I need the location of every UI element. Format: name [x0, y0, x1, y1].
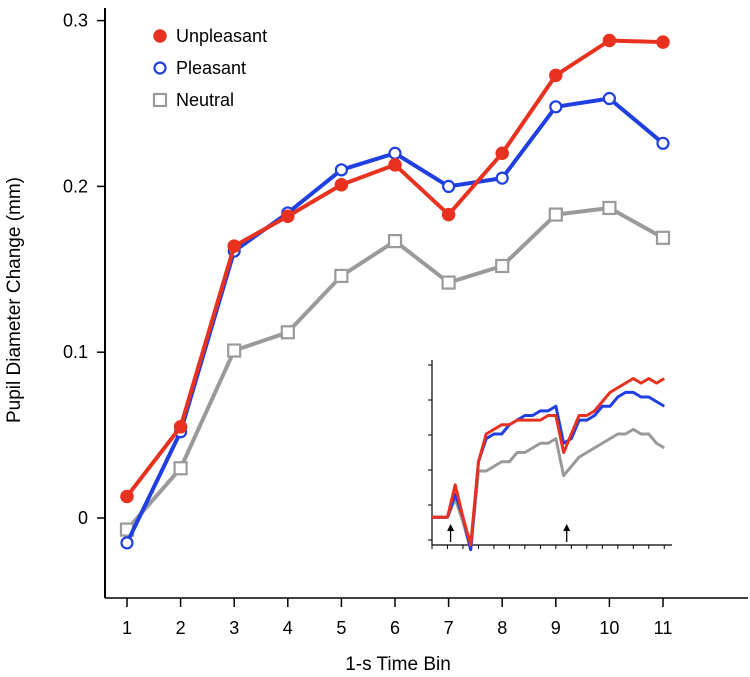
- point-unpleasant: [656, 35, 670, 49]
- point-pleasant: [602, 91, 617, 106]
- legend-label-unpleasant: Unpleasant: [176, 26, 267, 46]
- point-neutral: [548, 207, 563, 222]
- x-tick-label: 10: [599, 618, 619, 638]
- point-unpleasant: [602, 33, 617, 48]
- x-tick-label: 11: [654, 618, 673, 638]
- point-neutral: [602, 200, 617, 216]
- point-neutral: [334, 268, 349, 284]
- x-tick-label: 3: [229, 618, 239, 638]
- inset-arrow-head: [447, 524, 455, 531]
- inset-line-pleasant: [432, 390, 666, 552]
- point-neutral: [495, 258, 510, 274]
- legend-item-pleasant: Pleasant: [153, 58, 246, 78]
- x-tick-label: 5: [336, 618, 346, 638]
- x-tick-label: 1: [122, 618, 132, 638]
- y-tick-label: 0.2: [63, 176, 88, 196]
- point-neutral: [227, 343, 242, 358]
- legend: Unpleasant Pleasant Neutral: [152, 26, 267, 110]
- x-tick-label: 6: [390, 618, 400, 638]
- point-unpleasant: [441, 207, 456, 222]
- legend-marker-pleasant: [153, 61, 167, 75]
- x-tick-label: 4: [283, 618, 293, 638]
- point-neutral: [173, 461, 188, 476]
- point-unpleasant: [281, 209, 295, 223]
- inset-line-unpleasant: [432, 377, 666, 547]
- legend-label-pleasant: Pleasant: [176, 58, 246, 78]
- point-unpleasant: [227, 239, 241, 253]
- point-unpleasant: [388, 158, 402, 172]
- point-pleasant: [388, 146, 402, 160]
- y-tick-label: 0.1: [63, 342, 88, 362]
- point-neutral: [655, 230, 671, 245]
- point-unpleasant: [495, 146, 509, 160]
- main-series: [119, 33, 671, 550]
- point-pleasant: [334, 163, 348, 177]
- x-tick-label: 9: [551, 618, 561, 638]
- x-axis-title: 1-s Time Bin: [345, 654, 451, 675]
- legend-label-neutral: Neutral: [176, 90, 234, 110]
- legend-marker-neutral: [152, 92, 168, 108]
- inset-chart: [428, 360, 672, 552]
- inset-arrow-head: [563, 524, 571, 531]
- point-unpleasant: [334, 177, 349, 192]
- x-tick-label: 8: [497, 618, 507, 638]
- point-unpleasant: [549, 68, 563, 83]
- y-axis-title: Pupil Diameter Change (mm): [4, 177, 25, 423]
- x-tick-label: 7: [444, 618, 454, 638]
- point-pleasant: [549, 100, 563, 114]
- legend-item-neutral: Neutral: [152, 90, 234, 110]
- series-neutral: [119, 200, 671, 537]
- y-tick-label: 0.3: [63, 11, 88, 31]
- point-neutral: [441, 275, 456, 290]
- main-axes: 0 0.1 0.2 0.3 1 2 3 4 5 6 7 8 9 10 11 1-s Time Bin Pupil…: [4, 8, 748, 675]
- legend-item-unpleasant: Unpleasant: [153, 26, 267, 46]
- point-pleasant: [495, 171, 509, 185]
- point-neutral: [387, 234, 403, 249]
- series-unpleasant: [120, 33, 670, 504]
- point-pleasant: [120, 536, 134, 550]
- point-pleasant: [656, 136, 670, 150]
- x-tick-label: 2: [176, 618, 186, 638]
- y-tick-label: 0: [78, 508, 88, 528]
- legend-marker-unpleasant: [153, 29, 167, 43]
- point-pleasant: [442, 179, 456, 193]
- point-neutral: [280, 325, 295, 340]
- line-neutral: [125, 205, 664, 531]
- point-unpleasant: [173, 420, 188, 434]
- point-unpleasant: [120, 489, 134, 504]
